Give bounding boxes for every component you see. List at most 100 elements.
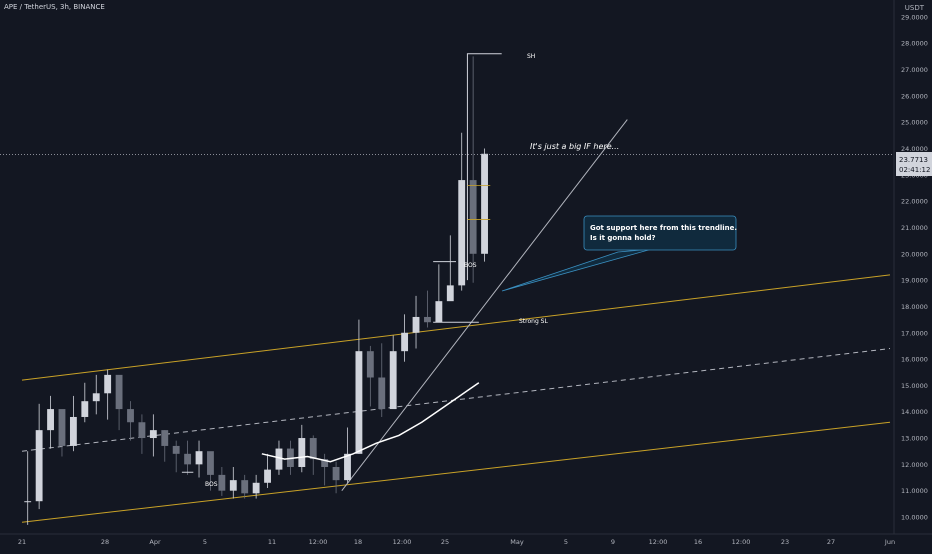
y-tick-label: 14.0000 <box>901 408 928 416</box>
y-tick-label: 15.0000 <box>901 382 928 390</box>
y-tick-label: 10.0000 <box>901 514 928 522</box>
moving-average-line <box>261 382 480 463</box>
symbol-title: APE / TetherUS, 3h, BINANCE <box>4 3 105 11</box>
price-badge-countdown: 02:41:12 <box>899 166 930 174</box>
x-tick-label: 27 <box>827 538 835 546</box>
x-tick-label: 11 <box>268 538 276 546</box>
candle-body <box>321 459 329 467</box>
candle-body <box>92 393 100 402</box>
candle-body <box>81 401 89 417</box>
candle-body <box>378 377 386 410</box>
candle-body <box>435 301 443 323</box>
callout-box: Got support here from this trendline. Is… <box>501 215 737 292</box>
candle-body <box>161 430 169 446</box>
y-tick-label: 17.0000 <box>901 329 928 337</box>
callout-line-1: Got support here from this trendline. <box>590 224 737 232</box>
candle-body <box>172 445 180 454</box>
support-trendline <box>341 119 628 491</box>
x-tick-label: 5 <box>203 538 207 546</box>
price-badge: 23.7713 02:41:12 <box>896 152 932 176</box>
y-tick-label: 20.0000 <box>901 250 928 258</box>
y-tick-label: 11.0000 <box>901 487 928 495</box>
candle-body <box>207 451 214 475</box>
candle-body <box>115 374 123 410</box>
channel-lower-line <box>21 421 891 523</box>
candle-body <box>252 482 260 494</box>
x-tick-label: May <box>510 538 524 546</box>
candle-body <box>35 430 43 502</box>
y-tick-label: 19.0000 <box>901 277 928 285</box>
candle-body <box>47 409 54 431</box>
price-badge-background <box>896 152 932 176</box>
y-tick-label: 27.0000 <box>901 66 928 74</box>
quote-currency-label: USDT <box>904 4 924 12</box>
x-tick-label: Jun <box>884 538 895 546</box>
candle-body <box>344 453 351 481</box>
candle-body <box>401 332 409 352</box>
candle-body <box>366 351 374 378</box>
candle-body <box>309 438 317 460</box>
candlestick-series <box>24 56 488 525</box>
x-tick-label: 21 <box>18 538 26 546</box>
strong-sl-label: Strong SL <box>519 318 548 325</box>
bos-label-1: BOS <box>205 481 218 488</box>
x-tick-label: 12:00 <box>732 538 751 546</box>
candle-body <box>264 469 271 483</box>
y-tick-label: 13.0000 <box>901 435 928 443</box>
candle-body <box>229 480 237 491</box>
candle-body <box>184 453 192 465</box>
trendline <box>341 119 628 491</box>
x-tick-label: 12:00 <box>309 538 328 546</box>
y-tick-label: 22.0000 <box>901 198 928 206</box>
x-tick-label: 5 <box>564 538 568 546</box>
candle-body <box>469 180 477 254</box>
candle-body <box>149 430 157 439</box>
moving-average-series <box>261 382 480 463</box>
x-tick-label: 9 <box>611 538 615 546</box>
x-tick-label: 12:00 <box>649 538 668 546</box>
candle-body <box>412 316 420 333</box>
y-tick-label: 12.0000 <box>901 461 928 469</box>
bos-label-2: BOS <box>464 262 477 269</box>
y-tick-label: 21.0000 <box>901 224 928 232</box>
candle-body <box>69 416 77 446</box>
x-tick-label: 28 <box>101 538 109 546</box>
y-tick-label: 26.0000 <box>901 92 928 100</box>
candle-body <box>355 351 363 454</box>
y-axis-ticks: 10.0000 11.0000 12.0000 13.0000 14.0000 15.00… <box>901 13 928 521</box>
x-tick-label: 25 <box>441 538 449 546</box>
y-tick-label: 29.0000 <box>901 13 928 21</box>
candle-body <box>218 474 226 491</box>
channel-upper-line <box>21 274 891 381</box>
price-badge-value: 23.7713 <box>899 156 928 164</box>
x-tick-label: 12:00 <box>393 538 412 546</box>
swing-high-line <box>466 53 502 281</box>
callout-pointer <box>501 248 653 292</box>
callout-background <box>583 215 737 251</box>
candle-body <box>275 448 283 470</box>
y-tick-label: 25.0000 <box>901 119 928 127</box>
x-tick-label: Apr <box>149 538 161 546</box>
candle-body <box>298 438 306 467</box>
candle-body <box>389 351 397 410</box>
candle-body <box>481 153 488 254</box>
x-tick-label: 18 <box>354 538 362 546</box>
candle-body <box>195 451 203 465</box>
note-big-if: It's just a big IF here... <box>530 142 619 151</box>
candle-body <box>127 409 134 423</box>
structure-annotations <box>181 53 502 473</box>
y-tick-label: 16.0000 <box>901 356 928 364</box>
y-tick-label: 24.0000 <box>901 145 928 153</box>
candle-body <box>458 180 466 286</box>
y-tick-label: 18.0000 <box>901 303 928 311</box>
x-tick-label: 16 <box>694 538 702 546</box>
candle-body <box>446 285 454 302</box>
candle-body <box>332 466 340 481</box>
candle-body <box>241 480 249 494</box>
callout-line-2: Is it gonna hold? <box>590 234 656 242</box>
sh-label: SH <box>527 53 535 60</box>
candle-body <box>104 374 112 394</box>
candle-body <box>24 501 32 503</box>
